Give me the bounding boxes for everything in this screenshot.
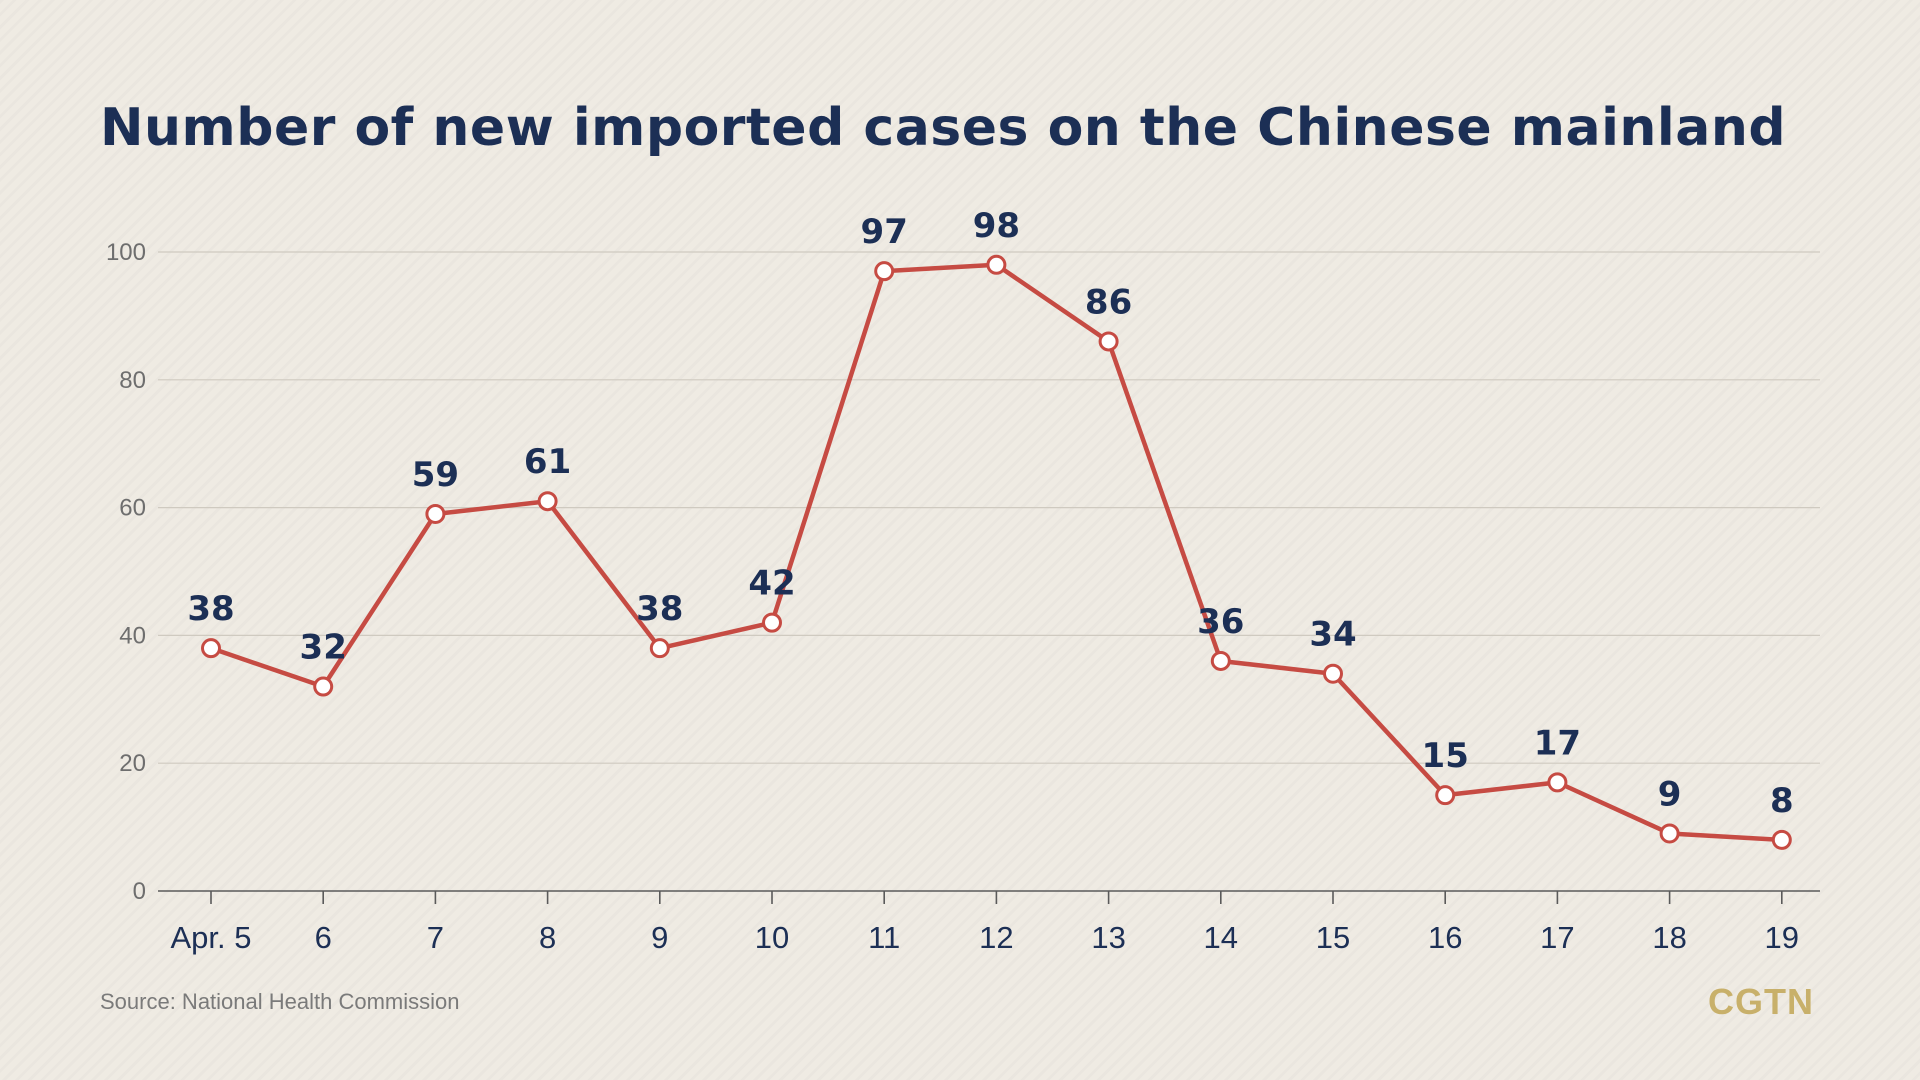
data-label: 34 — [1309, 615, 1356, 655]
x-tick-label: 12 — [979, 920, 1013, 955]
data-points — [201, 254, 1792, 850]
data-label: 17 — [1534, 723, 1581, 763]
x-tick-label: 7 — [427, 920, 444, 955]
x-tick-label: 11 — [868, 920, 900, 955]
y-tick-label: 0 — [133, 878, 146, 905]
data-label: 36 — [1197, 602, 1244, 642]
x-tick-label: 19 — [1765, 920, 1799, 955]
data-label: 38 — [187, 589, 234, 629]
x-tick-label: Apr. 5 — [171, 920, 252, 955]
y-tick-label: 60 — [119, 495, 146, 522]
data-point — [537, 491, 558, 512]
data-label: 59 — [412, 455, 459, 495]
data-point — [1210, 650, 1231, 671]
data-point — [201, 638, 221, 659]
source-note: Source: National Health Commission — [100, 989, 460, 1014]
data-point — [649, 638, 670, 659]
y-tick-label: 100 — [106, 239, 146, 266]
data-label: 38 — [636, 589, 683, 629]
data-label: 98 — [973, 206, 1020, 246]
x-tick-label: 16 — [1428, 920, 1462, 955]
x-tick-label: 17 — [1540, 920, 1574, 955]
data-label: 8 — [1770, 781, 1794, 821]
data-label: 9 — [1658, 774, 1682, 814]
data-label: 86 — [1085, 282, 1132, 322]
data-point — [762, 612, 782, 633]
x-tick-label: 13 — [1091, 920, 1125, 955]
chart-title: Number of new imported cases on the Chin… — [100, 98, 1787, 158]
y-tick-label: 40 — [119, 622, 146, 649]
data-label: 15 — [1422, 736, 1469, 776]
y-axis-ticks: 0 20 40 60 80 100 — [106, 239, 146, 905]
x-tick-label: 15 — [1316, 920, 1350, 955]
data-point — [874, 261, 895, 282]
data-point — [1323, 663, 1343, 684]
gridlines — [158, 251, 1820, 764]
x-tick-label: 8 — [539, 920, 556, 955]
data-point — [1771, 829, 1792, 850]
data-label: 97 — [861, 212, 908, 252]
x-tick-label: 6 — [315, 920, 332, 955]
x-tick-label: 10 — [755, 920, 789, 955]
x-tick-label: 9 — [651, 920, 668, 955]
data-point — [313, 676, 334, 697]
data-label: 42 — [748, 564, 795, 604]
y-tick-label: 80 — [119, 367, 146, 394]
data-label: 61 — [524, 442, 571, 482]
x-tick-label: 14 — [1204, 920, 1238, 955]
x-tick-label: 18 — [1652, 920, 1686, 955]
data-point — [1435, 785, 1456, 806]
y-tick-label: 20 — [119, 750, 146, 777]
data-label: 32 — [300, 628, 347, 668]
data-point — [986, 254, 1007, 275]
data-point — [1659, 823, 1680, 844]
x-axis: Apr. 5 6 7 8 9 10 11 12 13 14 15 16 17 18 19 — [158, 890, 1820, 955]
data-point — [1547, 772, 1568, 793]
data-point — [425, 503, 446, 524]
cgtn-logo: CGTN — [1708, 981, 1814, 1022]
data-point — [1098, 331, 1119, 352]
